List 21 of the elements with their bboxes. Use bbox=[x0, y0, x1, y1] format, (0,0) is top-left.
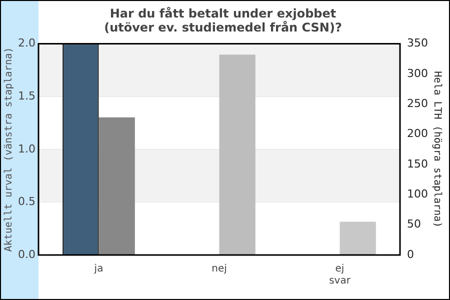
chart-title: Har du fått betalt under exjobbet (utöver ev. studiemedel från CSN)? bbox=[104, 6, 342, 35]
x-tick-label: ja bbox=[93, 264, 104, 275]
y2-tick-label: 0 bbox=[407, 248, 414, 261]
y-tick-label: 0.0 bbox=[18, 248, 36, 261]
bar bbox=[340, 222, 376, 255]
y-tick-label: 0.5 bbox=[18, 195, 36, 208]
y2-axis-title: Hela LTH (högra staplarna) bbox=[431, 71, 442, 228]
y2-tick-label: 300 bbox=[407, 66, 428, 80]
y-tick-label: 2.0 bbox=[18, 36, 36, 50]
x-tick-label: ej svar bbox=[329, 264, 352, 287]
y-tick-label: 1.0 bbox=[18, 142, 36, 156]
y2-tick-label: 200 bbox=[407, 127, 428, 140]
bar bbox=[219, 54, 256, 255]
y2-tick-label: 100 bbox=[407, 188, 428, 201]
y2-tick-label: 150 bbox=[407, 157, 428, 170]
x-tick-label: nej bbox=[212, 264, 227, 275]
y2-tick-label: 50 bbox=[407, 218, 422, 231]
y-axis-title: Aktuellt urval (vänstra staplarna) bbox=[4, 47, 15, 252]
y2-tick-label: 350 bbox=[407, 36, 428, 50]
y-tick-label: 1.5 bbox=[18, 89, 36, 102]
y2-tick-label: 250 bbox=[407, 97, 428, 110]
